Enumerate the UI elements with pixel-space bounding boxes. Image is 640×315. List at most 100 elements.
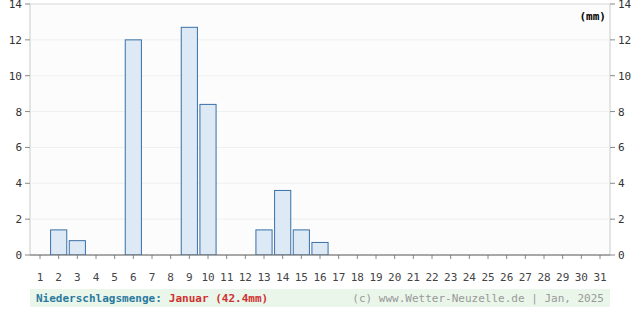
tick (610, 219, 615, 220)
tick (610, 39, 615, 40)
category-label: 6 (130, 271, 137, 284)
tick (610, 4, 615, 5)
tick (25, 75, 30, 76)
x-tick (376, 255, 377, 259)
x-tick (600, 255, 601, 259)
x-tick (506, 255, 507, 259)
tick-label: 14 (618, 0, 632, 11)
category-label: 18 (351, 271, 364, 284)
footer-bg (30, 289, 610, 307)
category-label: 20 (388, 271, 401, 284)
category-label: 4 (93, 271, 100, 284)
bar (200, 104, 216, 255)
category-label: 10 (201, 271, 214, 284)
bar (312, 242, 328, 255)
tick-label: 4 (15, 177, 22, 190)
tick-label: 4 (618, 177, 625, 190)
x-tick (282, 255, 283, 259)
grid-line (30, 147, 610, 148)
tick (610, 75, 615, 76)
x-tick (96, 255, 97, 259)
x-tick (357, 255, 358, 259)
bar (51, 230, 67, 255)
tick-label: 12 (9, 34, 22, 47)
category-label: 24 (463, 271, 477, 284)
category-label: 14 (276, 271, 290, 284)
category-label: 19 (369, 271, 382, 284)
category-label: 16 (313, 271, 326, 284)
tick-label: 10 (618, 70, 631, 83)
bar (293, 230, 309, 255)
tick (610, 183, 615, 184)
category-label: 28 (537, 271, 550, 284)
tick-label: 0 (15, 249, 22, 262)
x-tick (77, 255, 78, 259)
y-label: (mm) (580, 10, 607, 23)
x-tick (40, 255, 41, 259)
tick (25, 255, 30, 256)
x-tick (450, 255, 451, 259)
chart: 0022446688101012121414123456789101112131… (0, 0, 640, 315)
x-tick (170, 255, 171, 259)
tick (25, 183, 30, 184)
category-label: 13 (257, 271, 270, 284)
x-tick (114, 255, 115, 259)
tick (25, 4, 30, 5)
baseline (30, 255, 610, 256)
x-tick (226, 255, 227, 259)
bar (181, 27, 197, 255)
x-tick (394, 255, 395, 259)
category-label: 7 (149, 271, 156, 284)
x-tick (320, 255, 321, 259)
category-label: 11 (220, 271, 233, 284)
bars (51, 27, 328, 255)
source: (c) www.Wetter-Neuzelle.de | Jan, 2025 (352, 292, 604, 305)
x-tick (133, 255, 134, 259)
x-tick (245, 255, 246, 259)
x-tick (58, 255, 59, 259)
tick-label: 6 (15, 141, 22, 154)
category-label: 15 (295, 271, 308, 284)
tick (610, 147, 615, 148)
tick-label: 2 (618, 213, 625, 226)
x-tick (525, 255, 526, 259)
plot-area (30, 4, 610, 255)
x-tick (469, 255, 470, 259)
bar (275, 190, 291, 255)
category-label: 2 (55, 271, 62, 284)
x-tick (338, 255, 339, 259)
x-tick (208, 255, 209, 259)
x-tick (432, 255, 433, 259)
category-label: 1 (37, 271, 44, 284)
category-label: 31 (593, 271, 606, 284)
tick (610, 255, 615, 256)
x-tick (413, 255, 414, 259)
x-tick (562, 255, 563, 259)
category-label: 12 (239, 271, 252, 284)
category-label: 17 (332, 271, 345, 284)
category-label: 8 (167, 271, 174, 284)
title: Niederschlagsmenge:Januar (42.4mm) (36, 292, 268, 305)
category-label: 9 (186, 271, 193, 284)
category-label: 25 (481, 271, 494, 284)
tick (610, 111, 615, 112)
category-label: 3 (74, 271, 81, 284)
category-label: 21 (407, 271, 420, 284)
tick-label: 8 (15, 106, 22, 119)
tick-label: 14 (9, 0, 23, 11)
x-tick (301, 255, 302, 259)
tick-label: 0 (618, 249, 625, 262)
x-tick (189, 255, 190, 259)
tick (25, 39, 30, 40)
grid-line (30, 4, 610, 5)
x-tick (488, 255, 489, 259)
tick (25, 147, 30, 148)
tick-label: 2 (15, 213, 22, 226)
tick-label: 10 (9, 70, 22, 83)
title-text: Niederschlagsmenge: (36, 292, 162, 305)
bar (125, 40, 141, 255)
grid-line (30, 183, 610, 184)
chart-svg: 0022446688101012121414123456789101112131… (0, 0, 640, 315)
x-tick (264, 255, 265, 259)
tick-label: 6 (618, 141, 625, 154)
